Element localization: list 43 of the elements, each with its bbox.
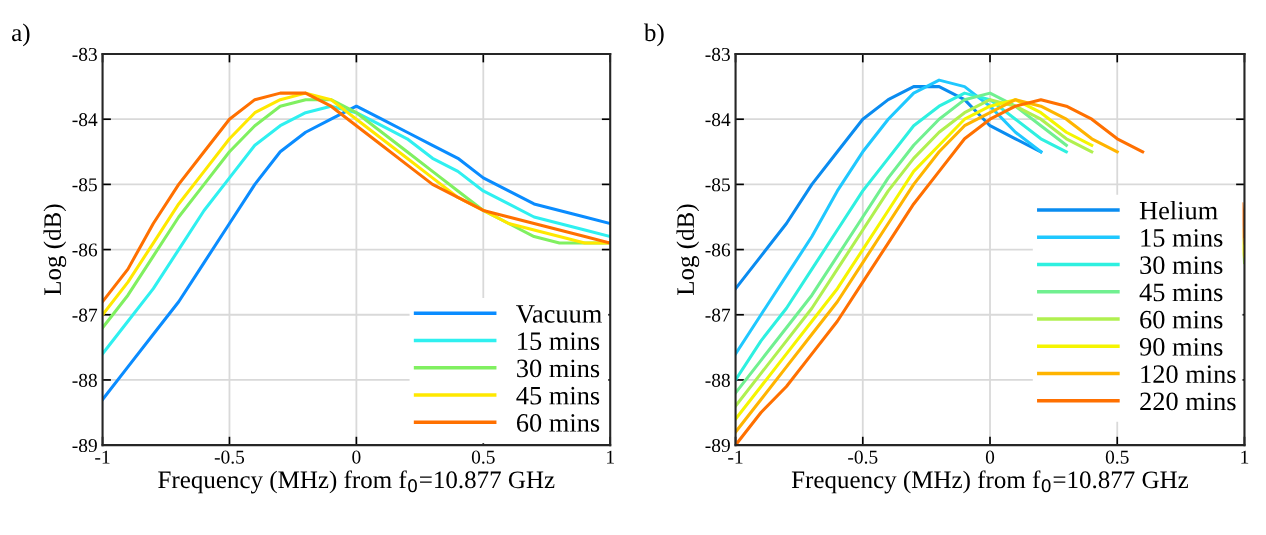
legend-label: 30 mins — [517, 359, 600, 378]
y-tick-label: -88 — [72, 373, 97, 387]
legend-label: Vacuum — [516, 305, 602, 323]
legend-label: 30 mins — [1140, 256, 1223, 275]
x-tick-label: -1 — [728, 450, 743, 464]
legend-label: 15 mins — [518, 332, 600, 351]
y-tick-label: -85 — [705, 178, 730, 192]
legend-label: 60 mins — [1140, 310, 1223, 329]
legend-label: 15 mins — [1141, 229, 1223, 247]
x-tick-label: 1 — [1241, 450, 1249, 464]
y-tick-label: -86 — [705, 243, 731, 257]
y-tick-label: -85 — [72, 178, 97, 192]
legend-label: 45 mins — [516, 386, 600, 405]
y-axis-title: Log (dB) — [43, 204, 67, 296]
x-tick-label: -1 — [95, 450, 110, 464]
x-tick-label: 1 — [607, 450, 614, 464]
x-tick-label: 0.5 — [1105, 450, 1129, 464]
chart-title: b) — [643, 23, 664, 47]
legend-label: 90 mins — [1139, 338, 1223, 356]
x-tick-label: -0.5 — [214, 450, 245, 464]
legend-label: 45 mins — [1139, 283, 1223, 302]
y-axis-title: Log (dB) — [676, 204, 700, 296]
legend-label: 220 mins — [1140, 392, 1236, 411]
legend-label: 60 mins — [516, 414, 600, 432]
x-tick-label: 0 — [352, 450, 361, 464]
legend-label: 120 mins — [1141, 365, 1236, 384]
y-tick-label: -87 — [72, 308, 98, 322]
y-tick-label: -84 — [705, 113, 731, 127]
x-tick-label: -0.5 — [848, 450, 878, 464]
y-tick-label: -84 — [72, 113, 98, 127]
y-tick-label: -86 — [72, 243, 98, 257]
chart-title: a) — [12, 23, 30, 47]
x-tick-label: 0.5 — [471, 450, 495, 464]
x-axis-title: Frequency (MHz) from f$_{0}$=10.877 GHz — [158, 470, 555, 494]
y-tick-label: -89 — [72, 438, 97, 453]
y-tick-label: -87 — [705, 308, 731, 322]
x-axis-title: Frequency (MHz) from f$_{0}$=10.877 GHz — [791, 470, 1189, 494]
legend-label: Helium — [1139, 200, 1218, 220]
y-tick-label: -83 — [72, 47, 97, 61]
y-tick-label: -88 — [705, 373, 730, 387]
y-tick-label: -83 — [705, 47, 730, 61]
y-tick-label: -89 — [705, 438, 730, 453]
x-tick-label: 0 — [985, 450, 995, 464]
